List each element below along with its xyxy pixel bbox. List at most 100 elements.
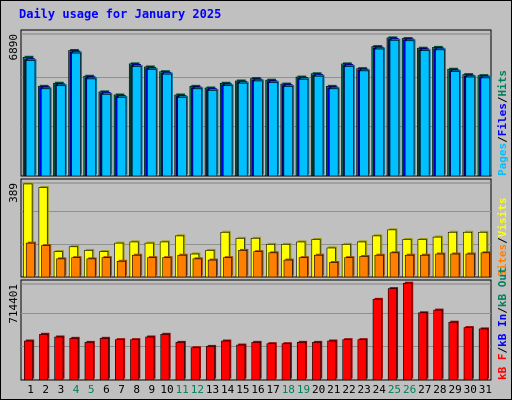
chart-title: Daily usage for January 2025 bbox=[19, 7, 221, 21]
ymax-label: 714401 bbox=[7, 284, 20, 324]
x-tick-label: 5 bbox=[88, 383, 95, 396]
bar-kb-f bbox=[84, 342, 94, 381]
bar-pages bbox=[147, 69, 157, 177]
bar-pages bbox=[404, 40, 415, 177]
label-separator: / bbox=[496, 307, 509, 314]
x-tick-label: 7 bbox=[118, 383, 125, 396]
bar-sites bbox=[223, 257, 232, 278]
bar-kb-f bbox=[433, 309, 443, 381]
bar-sites bbox=[132, 254, 141, 278]
bar-kb-f bbox=[190, 347, 200, 381]
bar-pages bbox=[25, 60, 36, 177]
x-tick-label: 12 bbox=[191, 383, 204, 396]
y-axis-label-part: Visits bbox=[496, 198, 509, 238]
x-tick-label: 16 bbox=[251, 383, 264, 396]
bar-sites bbox=[298, 257, 308, 278]
bar-kb-f bbox=[281, 343, 291, 381]
bar-sites bbox=[162, 257, 172, 278]
bar-sites bbox=[41, 245, 51, 278]
bar-sites bbox=[329, 262, 339, 278]
bar-sites bbox=[344, 257, 354, 278]
bar-pages bbox=[268, 82, 278, 177]
bar-pages bbox=[389, 40, 400, 177]
y-axis-label-part: kB Out bbox=[496, 267, 509, 307]
x-tick-label: 19 bbox=[297, 383, 310, 396]
x-tick-label: 17 bbox=[267, 383, 280, 396]
bar-sites bbox=[359, 256, 369, 278]
bar-pages bbox=[116, 97, 127, 177]
x-tick-label: 9 bbox=[149, 383, 156, 396]
x-tick-label: 26 bbox=[403, 383, 416, 396]
ymax-label: 389 bbox=[7, 183, 20, 203]
y-axis-label-part: kB In bbox=[496, 314, 509, 347]
bar-sites bbox=[86, 258, 96, 278]
bar-sites bbox=[71, 257, 81, 278]
bar-kb-f bbox=[418, 312, 428, 381]
bar-pages bbox=[450, 71, 460, 177]
bar-kb-f bbox=[130, 339, 140, 381]
bar-sites bbox=[389, 252, 399, 278]
x-tick-label: 30 bbox=[464, 383, 477, 396]
bar-kb-f bbox=[175, 342, 185, 381]
bar-sites bbox=[450, 253, 460, 278]
bar-pages bbox=[329, 88, 339, 177]
x-tick-label: 21 bbox=[327, 383, 340, 396]
bar-kb-f bbox=[266, 343, 276, 381]
bar-kb-f bbox=[296, 342, 306, 381]
y-axis-label: Pages/Files/Hits bbox=[496, 70, 509, 176]
bar-kb-f bbox=[251, 342, 261, 381]
bar-pages bbox=[313, 75, 324, 177]
bar-sites bbox=[101, 257, 111, 278]
y-axis-label-part: kB F bbox=[496, 354, 509, 381]
bar-sites bbox=[283, 259, 293, 278]
bar-kb-f bbox=[39, 334, 49, 381]
bar-kb-f bbox=[205, 346, 215, 381]
bar-kb-f bbox=[463, 327, 473, 381]
bar-sites bbox=[253, 251, 263, 278]
label-separator: / bbox=[496, 96, 509, 103]
x-tick-label: 11 bbox=[176, 383, 189, 396]
y-axis-label-part: Hits bbox=[496, 70, 509, 97]
bar-pages bbox=[359, 70, 369, 177]
bar-kb-f bbox=[342, 339, 352, 381]
x-tick-label: 1 bbox=[27, 383, 34, 396]
panel-hits-files-pages: 6890 Pages/Files/Hits bbox=[7, 29, 509, 177]
bar-pages bbox=[480, 77, 491, 177]
bar-pages bbox=[374, 48, 384, 177]
bar-sites bbox=[192, 258, 202, 278]
bar-sites bbox=[207, 259, 217, 278]
bar-kb-f bbox=[312, 342, 322, 381]
bar-sites bbox=[313, 254, 323, 278]
label-separator: / bbox=[496, 237, 509, 244]
bar-sites bbox=[238, 250, 248, 278]
bar-pages bbox=[283, 86, 293, 177]
x-tick-label: 15 bbox=[236, 383, 249, 396]
bar-kb-f bbox=[99, 338, 109, 381]
x-tick-label: 20 bbox=[312, 383, 325, 396]
bar-kb-f bbox=[160, 334, 170, 381]
bar-pages bbox=[207, 90, 218, 177]
bar-kb-f bbox=[327, 340, 337, 381]
bar-pages bbox=[131, 66, 142, 177]
x-tick-label: 22 bbox=[342, 383, 355, 396]
bar-pages bbox=[56, 85, 66, 177]
bar-kb-f bbox=[54, 336, 64, 381]
bar-pages bbox=[344, 66, 354, 177]
x-tick-label: 14 bbox=[221, 383, 235, 396]
x-tick-label: 27 bbox=[418, 383, 431, 396]
ymax-label: 6890 bbox=[7, 34, 20, 61]
bar-sites bbox=[374, 254, 384, 278]
y-axis-label-part: Files bbox=[496, 103, 509, 136]
bar-pages bbox=[40, 88, 51, 177]
x-tick-label: 6 bbox=[103, 383, 110, 396]
bar-kb-f bbox=[403, 282, 413, 381]
y-axis-label-part: Sites bbox=[496, 244, 509, 277]
bar-sites bbox=[465, 253, 475, 278]
bar-kb-f bbox=[115, 339, 124, 381]
x-tick-label: 25 bbox=[388, 383, 401, 396]
bar-pages bbox=[465, 76, 475, 177]
bar-kb-f bbox=[387, 288, 397, 381]
bar-kb-f bbox=[221, 340, 231, 381]
bar-pages bbox=[71, 52, 81, 177]
